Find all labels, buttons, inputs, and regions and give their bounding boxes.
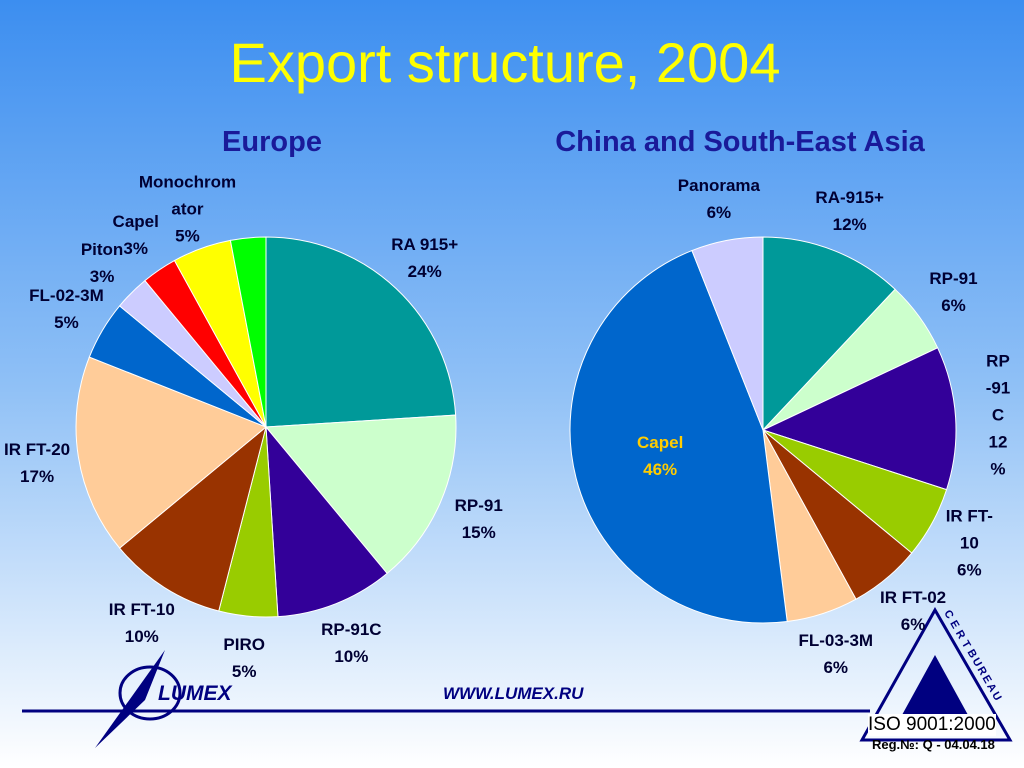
slice-value: 10% (334, 646, 369, 666)
pie-slice (761, 347, 957, 491)
slice-label: Capel 46% (637, 429, 683, 483)
slice-value: 12% (988, 432, 1008, 479)
slice-name: RP-91C (321, 619, 382, 639)
slice-name: IR FT-20 (3, 440, 71, 460)
slice-name: IR FT-02 (880, 588, 947, 608)
slice-name: Capel (637, 433, 684, 453)
iso: ISO 9001:2000 (868, 714, 996, 736)
cert-a (902, 655, 968, 715)
slice-name: Capel (112, 212, 159, 232)
slice-label: IR FT-02 6% (880, 584, 946, 638)
slice-label: RA-915+ 12% (815, 184, 884, 238)
slice-value: 17% (20, 467, 55, 487)
slice-label: RP-91 6% (929, 265, 977, 319)
slice-name: RP-91C (985, 351, 1011, 425)
slice-value: 15% (461, 523, 496, 543)
slice-label: Panorama 6% (678, 172, 760, 226)
chart-title: Europe (222, 126, 322, 158)
slice-label: RP-91C 12% (985, 348, 1011, 483)
url[interactable]: WWW.LUMEX.RU (443, 684, 584, 703)
slice-name: FL-02-3M (29, 286, 104, 305)
slice-value: 3% (89, 267, 115, 287)
pie-slice (691, 236, 764, 431)
slice-name: IR FT-10 (108, 599, 175, 619)
reg: Reg.№: Q - 04.04.18 (872, 737, 995, 752)
slice-value: 6% (941, 295, 966, 315)
slice-label: PIRO 5% (223, 631, 265, 685)
pie-slice (569, 249, 788, 624)
logo-mark (95, 650, 165, 748)
slice-label: IR FT-10 6% (942, 503, 997, 584)
slice-label: RP-91 15% (455, 492, 503, 546)
slice-name: RP-91 (929, 268, 978, 288)
slice-label: Monochromator 5% (137, 168, 237, 249)
slice-value: 5% (175, 226, 200, 246)
chart-title: China and South-East Asia (555, 126, 925, 158)
pie-slice (75, 356, 267, 549)
slice-value: 24% (407, 262, 442, 282)
cert-triangle (859, 606, 1013, 742)
slice-name: RP-91 (454, 496, 503, 516)
slice-name: PIRO (223, 634, 265, 654)
slice-value: 5% (231, 661, 257, 681)
slice-name: Piton (80, 240, 124, 260)
slice-label: RA 915+ 24% (391, 231, 458, 285)
slice-label: FL-03-3M 6% (798, 627, 873, 681)
slice-value: 5% (54, 313, 79, 332)
pie-slice (265, 425, 388, 618)
slice-value: 10% (124, 626, 159, 646)
logo-ring (118, 665, 182, 721)
slice-value: 6% (900, 615, 926, 635)
slice-value: 6% (706, 202, 732, 222)
pie-slice (229, 236, 267, 428)
slice-label: IR FT-20 17% (4, 436, 70, 490)
pie-slice (265, 236, 457, 428)
slide-title: Export structure, 2004 (229, 31, 781, 94)
slice-value: 12% (832, 215, 867, 235)
slice-label: IR FT-10 10% (109, 596, 175, 650)
slice-name: FL-03-3M (798, 630, 874, 650)
slice-name: RA 915+ (391, 235, 459, 255)
slice-name: RA-915+ (815, 188, 884, 208)
slice-name: Monochromator (138, 172, 237, 219)
slice-value: 3% (123, 239, 148, 259)
pie-slice (264, 414, 457, 575)
slice-value: 6% (823, 657, 849, 677)
slice-name: Panorama (677, 175, 760, 195)
slice-value: 6% (957, 560, 982, 580)
slice-label: Capel 3% (113, 208, 159, 262)
pie-slice (762, 236, 896, 432)
slice-label: Piton 3% (81, 236, 124, 290)
slice-label: FL-02-3M 5% (29, 282, 104, 336)
slice-name: IR FT-10 (945, 506, 993, 553)
pie-slice (118, 425, 267, 612)
slice-label: RP-91C 10% (321, 616, 381, 670)
logo-text: LUMEX (158, 682, 232, 705)
slice-value: 46% (643, 460, 678, 480)
